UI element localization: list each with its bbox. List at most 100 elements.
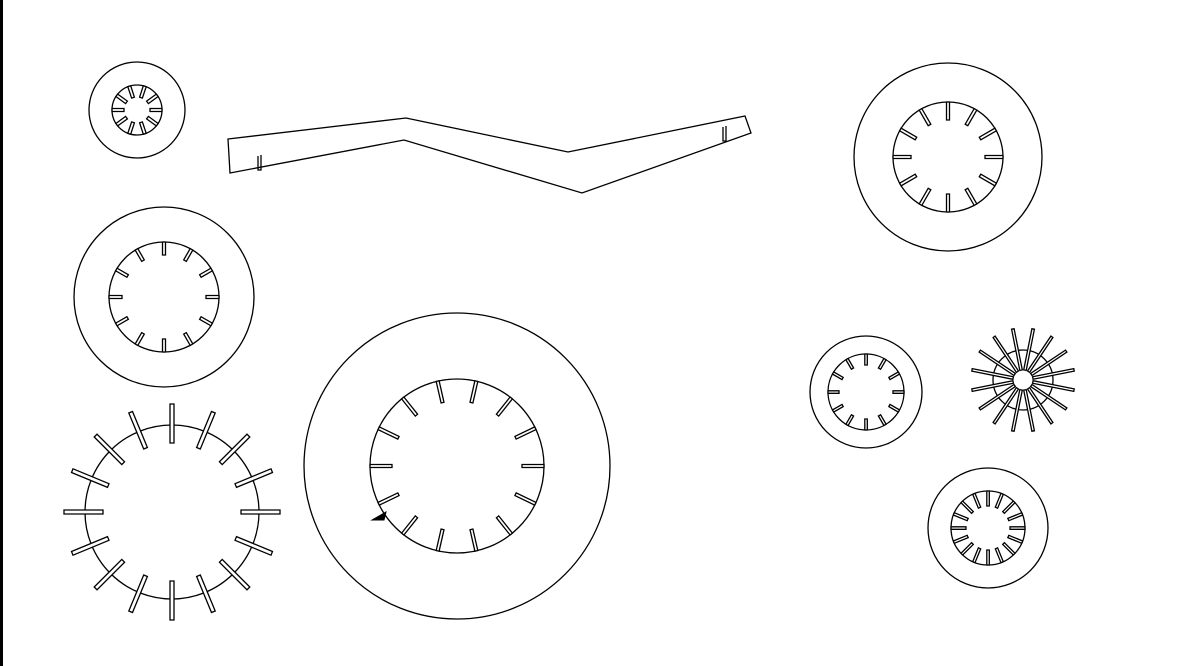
small-washer-top-left-tooth xyxy=(138,121,148,136)
washer-bottom-right-tooth xyxy=(1001,541,1016,556)
left-frame-border xyxy=(0,0,3,666)
large-washer-center-tooth xyxy=(435,380,445,404)
large-washer-center-tooth xyxy=(495,514,514,536)
small-washer-right-tooth xyxy=(877,413,887,427)
small-washer-top-left xyxy=(88,61,186,159)
external-tooth-washer-right-tooth xyxy=(1026,335,1054,374)
small-washer-right-tooth xyxy=(892,390,905,394)
washer-middle-left-tooth xyxy=(205,294,220,300)
external-tooth-washer-bottom-left-tooth xyxy=(127,574,149,614)
external-tooth-washer-right-tooth xyxy=(1026,386,1054,425)
small-washer-top-left-tooth xyxy=(126,84,136,99)
external-tooth-washer-right-tooth xyxy=(992,335,1020,374)
small-washer-right-tooth xyxy=(845,357,855,371)
washer-middle-left-tooth xyxy=(182,247,194,263)
washer-top-right-tooth xyxy=(964,187,978,207)
large-washer-center-tooth xyxy=(469,528,479,552)
external-tooth-washer-bottom-left-tooth xyxy=(127,410,149,450)
washer-bottom-right-outer-ring xyxy=(927,467,1049,589)
external-tooth-washer-right-tooth xyxy=(1031,379,1075,393)
washer-top-right-tooth xyxy=(984,154,1004,160)
washer-top-right xyxy=(853,62,1043,252)
washer-bottom-right-tooth xyxy=(994,546,1005,564)
large-washer-center-tooth xyxy=(469,380,479,404)
external-tooth-washer-right-tooth xyxy=(1031,367,1075,381)
external-tooth-washer-right-tooth xyxy=(978,383,1017,411)
washer-bottom-right-tooth xyxy=(1006,511,1024,522)
washer-top-right-tooth xyxy=(898,173,918,187)
external-tooth-washer-bottom-left-tooth xyxy=(218,558,251,591)
external-tooth-washer-right-tooth xyxy=(1010,328,1024,372)
small-washer-top-left-tooth xyxy=(114,93,129,105)
washer-middle-left-outer-ring xyxy=(73,206,255,388)
large-washer-center xyxy=(303,312,611,620)
washer-middle-left-tooth xyxy=(161,338,167,353)
small-washer-top-left-tooth xyxy=(114,115,129,127)
large-washer-center-tooth xyxy=(521,463,545,469)
bent-strip xyxy=(227,115,752,194)
washer-top-right-tooth xyxy=(892,154,912,160)
small-washer-right-tooth xyxy=(887,403,901,413)
external-tooth-washer-bottom-left-tooth xyxy=(169,580,175,621)
external-tooth-washer-bottom-left-tooth xyxy=(93,558,126,591)
washer-top-right-tooth xyxy=(978,127,998,141)
washer-bottom-right-tooth xyxy=(986,490,990,507)
washer-bottom-right-tooth xyxy=(952,511,970,522)
small-washer-right-tooth xyxy=(831,371,845,381)
external-tooth-washer-bottom-left-tooth xyxy=(63,509,104,515)
washer-top-right-tooth xyxy=(918,187,932,207)
external-tooth-washer-right-tooth xyxy=(971,367,1015,381)
bent-strip-outline xyxy=(227,115,752,194)
small-washer-right-tooth xyxy=(845,413,855,427)
external-tooth-washer-bottom-left-tooth xyxy=(218,433,251,466)
external-tooth-washer-right-tooth xyxy=(1029,349,1068,377)
small-washer-top-left-outer-ring xyxy=(88,61,186,159)
washer-middle-left-tooth xyxy=(134,331,146,347)
washer-middle-left-inner-ring xyxy=(108,241,220,353)
washer-top-right-tooth xyxy=(945,101,951,121)
external-tooth-washer-bottom-left-tooth xyxy=(195,574,217,614)
washer-bottom-right-tooth xyxy=(986,549,990,566)
inner-edge-marker xyxy=(370,510,387,521)
external-tooth-washer-bottom-left-tooth xyxy=(70,535,110,557)
large-washer-center-outer-ring xyxy=(303,312,611,620)
small-washer-right xyxy=(809,335,923,449)
large-washer-center-tooth xyxy=(514,492,537,506)
washer-bottom-right-tooth xyxy=(952,534,970,545)
external-tooth-washer-right-tooth xyxy=(992,386,1020,425)
large-washer-center-tooth xyxy=(495,396,514,418)
washer-middle-left-tooth xyxy=(108,294,123,300)
washer-top-right-tooth xyxy=(978,173,998,187)
washer-top-right-tooth xyxy=(964,107,978,127)
bent-strip-notch xyxy=(257,155,262,171)
washer-bottom-right-tooth xyxy=(1006,534,1024,545)
external-tooth-washer-right-tooth xyxy=(1022,388,1036,432)
small-washer-top-left-tooth xyxy=(145,115,160,127)
external-tooth-washer-right xyxy=(971,328,1075,432)
bent-strip-notch xyxy=(722,126,727,142)
washer-middle-left-tooth xyxy=(198,267,214,279)
washer-middle-left-tooth xyxy=(161,241,167,256)
external-tooth-washer-bottom-left-tooth xyxy=(240,509,281,515)
large-washer-center-tooth xyxy=(369,463,393,469)
washer-middle-left-tooth xyxy=(182,331,194,347)
external-tooth-washer-right-tooth xyxy=(1010,388,1024,432)
small-washer-top-left-tooth xyxy=(149,107,163,113)
small-washer-right-tooth xyxy=(877,357,887,371)
washer-bottom-right-tooth xyxy=(1001,500,1016,515)
small-washer-right-tooth xyxy=(827,390,840,394)
small-washer-right-tooth xyxy=(831,403,845,413)
large-washer-center-inner-ring xyxy=(369,378,545,554)
washer-top-right-outer-ring xyxy=(853,62,1043,252)
washer-middle-left-tooth xyxy=(114,267,130,279)
external-tooth-washer-bottom-left-tooth xyxy=(234,467,274,489)
washer-bottom-right-tooth xyxy=(971,546,982,564)
washer-top-right-tooth xyxy=(898,127,918,141)
external-tooth-washer-bottom-left-tooth xyxy=(169,403,175,444)
large-washer-center-tooth xyxy=(514,426,537,440)
small-washer-top-left-tooth xyxy=(126,121,136,136)
washer-bottom-right xyxy=(927,467,1049,589)
washer-top-right-tooth xyxy=(945,193,951,213)
washer-bottom-right-tooth xyxy=(971,492,982,510)
